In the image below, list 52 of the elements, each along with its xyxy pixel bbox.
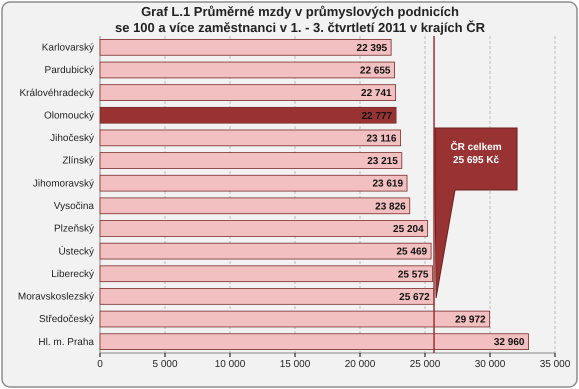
bar [100, 288, 434, 305]
data-label: 23 619 [372, 178, 404, 190]
y-tick-label: Pardubický [44, 65, 94, 76]
bar [100, 197, 410, 214]
y-tick-label: Jihomoravský [32, 178, 94, 190]
y-tick-label: Moravskoslezský [18, 292, 94, 303]
data-label: 22 741 [361, 88, 392, 100]
y-tick-label: Královéhradecký [20, 88, 94, 99]
y-tick-label: Olomoucký [44, 110, 94, 122]
bar [100, 38, 392, 56]
y-tick-label: Ústecký [58, 245, 94, 258]
y-tick-label: Hl. m. Praha [38, 336, 94, 348]
data-label: 23 826 [375, 201, 406, 212]
bar [100, 265, 433, 282]
data-label: 32 960 [494, 337, 525, 348]
x-tick-label: 25 000 [410, 359, 441, 370]
y-tick-label: Vysočina [54, 201, 94, 212]
data-label: 25 204 [393, 224, 424, 235]
bar [100, 174, 408, 192]
bar [100, 152, 402, 169]
x-tick-label: 30 000 [474, 359, 506, 370]
bar [100, 130, 401, 146]
y-tick-label: Jihočeský [50, 133, 94, 144]
data-label: 29 972 [455, 314, 486, 326]
data-label: 25 469 [396, 246, 428, 258]
data-label: 25 575 [398, 269, 429, 280]
data-label: 23 116 [366, 133, 397, 144]
y-tick-label: Zlínský [62, 156, 94, 167]
bar [100, 333, 529, 350]
y-tick-label: Karlovarský [42, 42, 94, 54]
data-label: 22 395 [356, 42, 388, 54]
x-tick-label: 20 000 [344, 359, 376, 370]
x-tick-label: 35 000 [540, 359, 571, 370]
bar [100, 310, 490, 328]
bar [100, 62, 395, 78]
y-tick-label: Plzeňský [54, 224, 94, 235]
data-label: 25 672 [399, 292, 430, 303]
chart-title: Graf L.1 Průměrné mzdy v průmyslových podnicích se 100 a více zaměstnanci v 1. - 3. čtvrtletí 2011 v krajích ČR [115, 4, 486, 35]
y-tick-label: Liberecký [51, 268, 94, 280]
data-label: 22 655 [360, 65, 391, 76]
data-label: 22 777 [362, 110, 393, 122]
x-tick-label: 5 000 [152, 359, 178, 370]
bar [100, 106, 396, 124]
bar [100, 220, 428, 237]
data-label: 23 215 [367, 156, 398, 168]
x-tick-label: 15 000 [280, 359, 311, 370]
x-tick-label: 10 000 [214, 359, 246, 370]
y-tick-label: Středočeský [38, 314, 94, 326]
bar [100, 84, 396, 101]
x-tick-label: 0 [97, 359, 104, 370]
ref-line-label: ČR celkem 25 695 Kč [450, 141, 502, 166]
bar [100, 242, 432, 260]
